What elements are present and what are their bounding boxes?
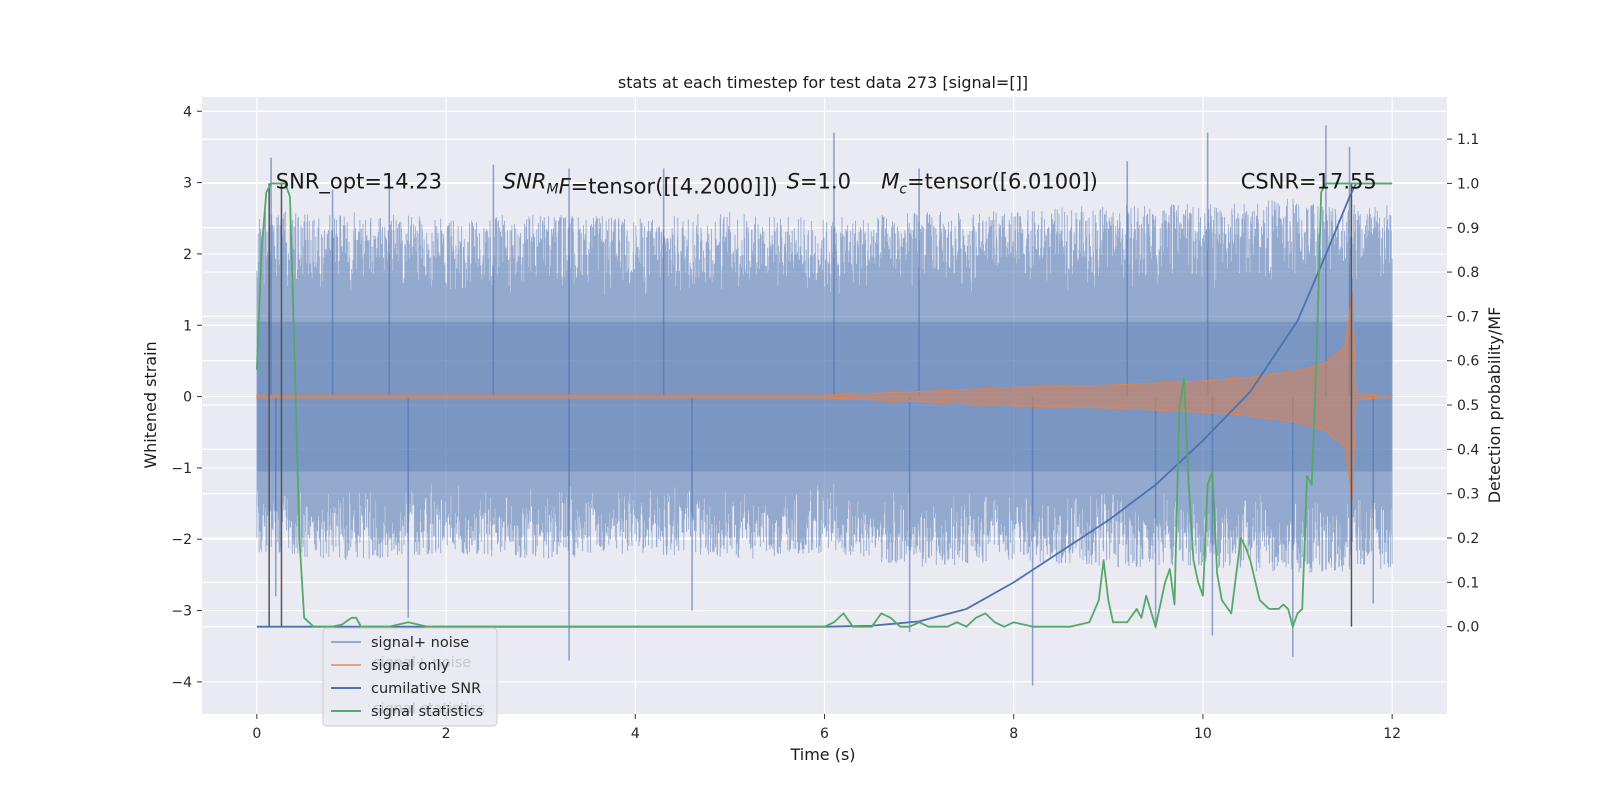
y2-tick-label: 1.0 — [1457, 176, 1479, 192]
y2-tick-label: 0.5 — [1457, 398, 1479, 414]
y2-tick-label: 0.6 — [1457, 354, 1479, 370]
y-tick-label: 2 — [183, 247, 192, 263]
y2-tick-label: 0.0 — [1457, 620, 1479, 636]
annotation-text: SNR_opt=14.23 — [276, 170, 442, 195]
x-tick-label: 4 — [631, 726, 640, 742]
legend-label: signal+ noise — [371, 635, 469, 651]
x-axis-title: Time (s) — [789, 745, 855, 764]
x-tick-label: 0 — [252, 726, 261, 742]
x-tick-label: 12 — [1383, 726, 1401, 742]
annotation-text: S=1.0 — [787, 170, 851, 194]
legend-ghost-label: signal statistics — [373, 701, 485, 717]
legend: signal+ noise signal statistics signal+ no… — [322, 627, 498, 727]
legend-label: cumilative SNR — [371, 681, 481, 697]
y-tick-label: −2 — [171, 532, 192, 548]
x-tick-label: 10 — [1194, 726, 1212, 742]
y2-tick-label: 0.3 — [1457, 487, 1479, 503]
tick-layer: 0 2 4 6 8 10 1243210−1−2−3−41.11.00.90.80.70.6… — [171, 104, 1479, 742]
y-tick-label: −3 — [171, 604, 192, 620]
legend-label: signal only — [371, 658, 450, 674]
y-tick-label: −1 — [171, 461, 192, 477]
y-axis-title: Whitened strain — [141, 341, 160, 468]
y-tick-label: −4 — [171, 675, 192, 691]
y2-tick-label: 0.4 — [1457, 442, 1479, 458]
legend-label: signal statistics — [371, 704, 483, 720]
y-tick-label: 4 — [183, 104, 192, 120]
y2-tick-label: 0.8 — [1457, 265, 1479, 281]
annotation-text: SNRMF=tensor([[4.2000]]) — [503, 170, 778, 199]
y-tick-label: 1 — [183, 318, 192, 334]
x-tick-label: 6 — [820, 726, 829, 742]
cumilative-snr-line — [256, 182, 1393, 628]
y2-tick-label: 0.1 — [1457, 575, 1479, 591]
x-tick-label: 2 — [442, 726, 451, 742]
signal-only-trace — [256, 293, 1393, 501]
y-tick-label: 0 — [183, 390, 192, 406]
annotation-text: CSNR=17.55 — [1241, 170, 1377, 194]
chart-title: stats at each timestep for test data 273… — [618, 73, 1028, 92]
annotation-layer: SNR_opt=14.23 SNRMF=tensor([[4.2000]]) S=1… — [276, 170, 1377, 199]
y2-tick-label: 0.2 — [1457, 531, 1479, 547]
y-tick-label: 3 — [183, 176, 192, 192]
legend-box — [322, 627, 498, 727]
signal-statistics-line — [255, 182, 1393, 628]
legend-ghost-label: signal+ noise — [373, 655, 471, 671]
y2-tick-label: 0.9 — [1457, 221, 1479, 237]
x-tick-label: 8 — [1009, 726, 1018, 742]
y2-tick-label: 0.7 — [1457, 309, 1479, 325]
y2-tick-label: 1.1 — [1457, 132, 1479, 148]
data-layer — [255, 125, 1393, 686]
y2-axis-title: Detection probability/MF — [1485, 307, 1504, 504]
annotation-text: Mc=tensor([6.0100]) — [881, 170, 1098, 198]
